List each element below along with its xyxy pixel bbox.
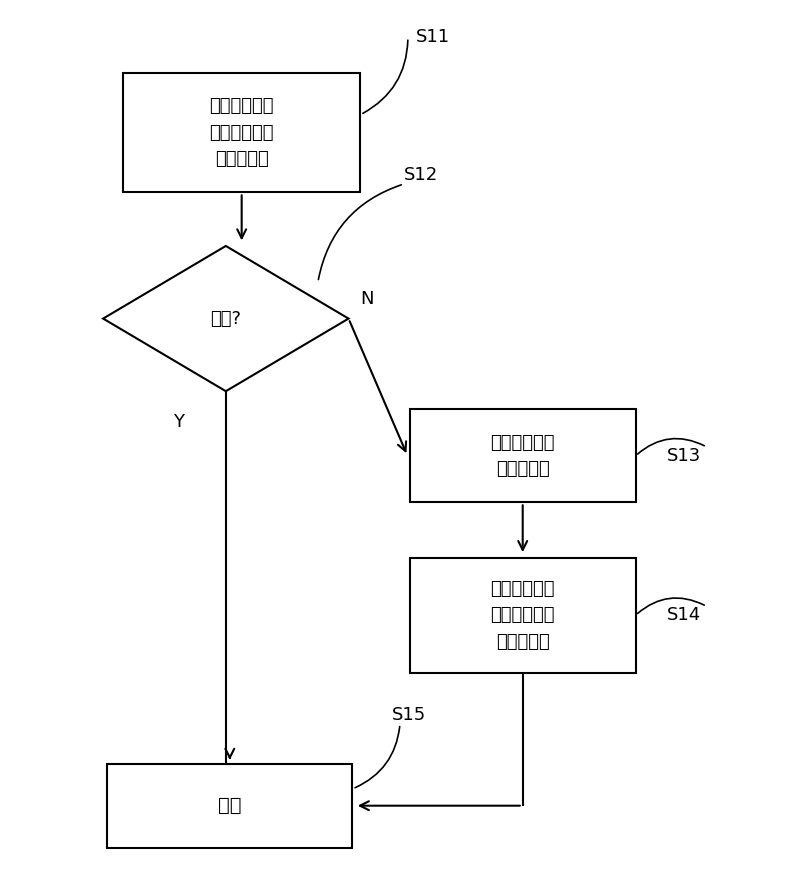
Polygon shape — [103, 246, 349, 392]
Text: 合格?: 合格? — [210, 309, 242, 327]
Text: 复卷: 复卷 — [218, 797, 242, 815]
Text: 逐一检测印在
连续材料上的
单个印刷品: 逐一检测印在 连续材料上的 单个印刷品 — [210, 97, 274, 168]
FancyBboxPatch shape — [107, 763, 353, 848]
Text: N: N — [361, 290, 374, 308]
Text: 在上述位置补
上符合标准的
单个印刷品: 在上述位置补 上符合标准的 单个印刷品 — [490, 580, 555, 651]
Text: S13: S13 — [667, 447, 702, 465]
Text: S15: S15 — [392, 706, 426, 724]
FancyBboxPatch shape — [410, 409, 635, 502]
Text: S14: S14 — [667, 606, 702, 624]
Text: Y: Y — [173, 413, 184, 431]
Text: 去除有瑕疵的
单个印刷品: 去除有瑕疵的 单个印刷品 — [490, 434, 555, 478]
FancyBboxPatch shape — [410, 558, 635, 673]
Text: S11: S11 — [416, 29, 450, 46]
FancyBboxPatch shape — [123, 72, 361, 192]
Text: S12: S12 — [404, 166, 438, 184]
